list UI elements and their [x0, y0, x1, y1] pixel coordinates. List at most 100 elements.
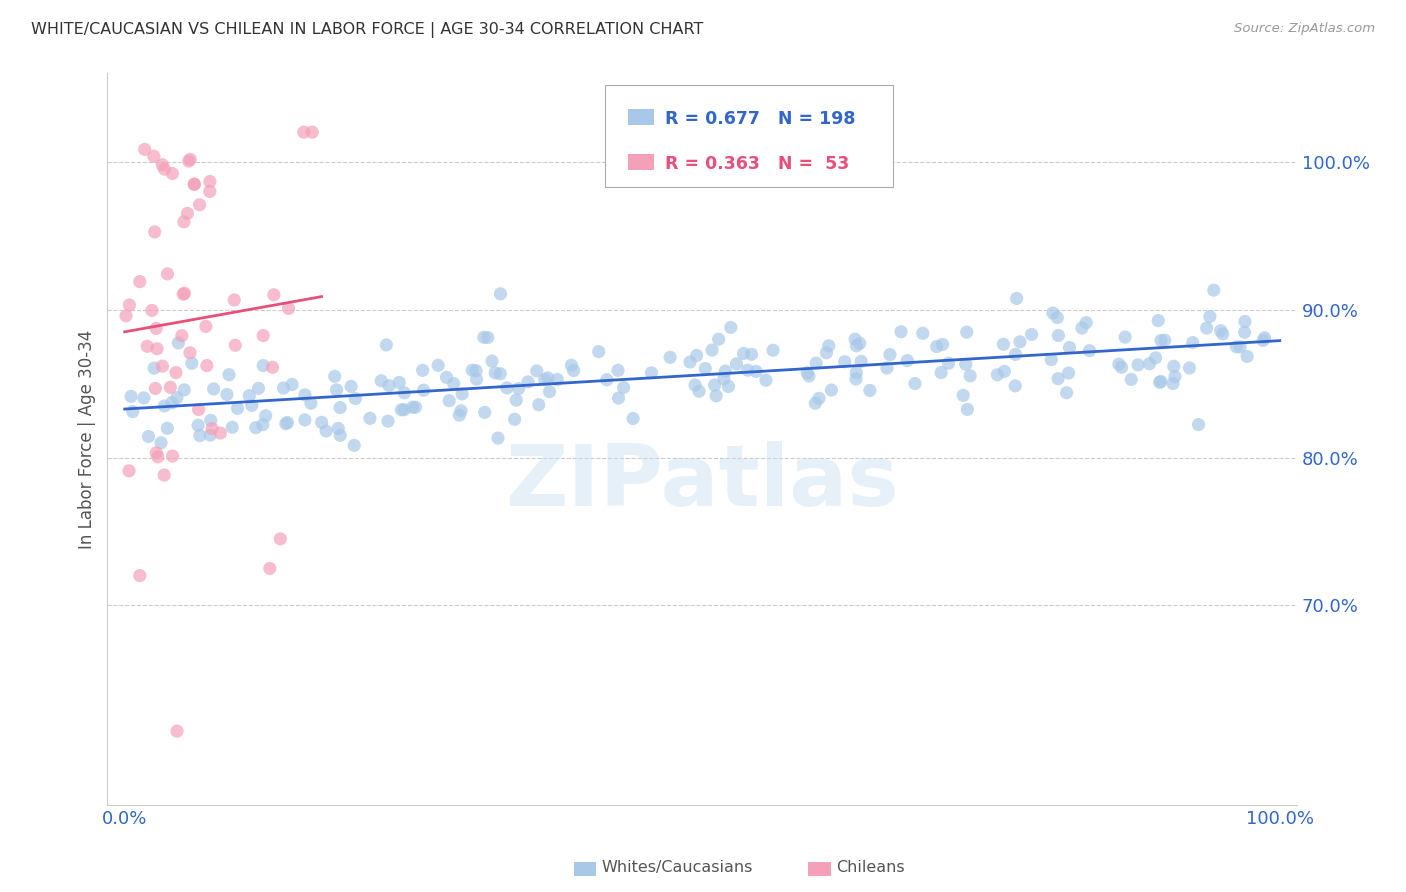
Point: [679, 355, 702, 369]
Point: [1047, 372, 1070, 386]
Point: [533, 373, 555, 387]
Point: [1149, 376, 1171, 390]
Point: [156, 267, 179, 281]
Point: [443, 376, 465, 391]
Point: [389, 402, 412, 417]
Point: [508, 382, 530, 396]
Point: [254, 409, 277, 423]
Point: [172, 287, 194, 301]
Point: [890, 325, 912, 339]
Point: [505, 393, 527, 408]
Point: [218, 368, 240, 382]
Point: [1078, 343, 1101, 358]
Point: [138, 429, 160, 443]
Point: [713, 372, 735, 386]
Point: [323, 369, 346, 384]
Point: [704, 389, 727, 403]
Text: WHITE/CAUCASIAN VS CHILEAN IN LABOR FORCE | AGE 30-34 CORRELATION CHART: WHITE/CAUCASIAN VS CHILEAN IN LABOR FORC…: [31, 22, 703, 38]
Point: [859, 384, 882, 398]
Point: [145, 321, 167, 335]
Point: [474, 405, 496, 419]
Point: [162, 167, 184, 181]
Point: [165, 366, 187, 380]
Point: [183, 177, 205, 191]
Point: [141, 303, 163, 318]
Point: [1008, 334, 1031, 349]
Point: [911, 326, 934, 341]
Point: [640, 366, 662, 380]
Point: [240, 398, 263, 412]
Point: [146, 450, 169, 464]
Point: [1178, 361, 1201, 376]
Point: [294, 388, 316, 402]
Point: [659, 351, 682, 365]
Point: [187, 402, 209, 417]
Point: [517, 375, 540, 389]
Point: [1150, 375, 1173, 389]
Point: [834, 355, 856, 369]
Point: [252, 328, 274, 343]
Point: [436, 370, 458, 384]
Point: [153, 399, 176, 413]
Point: [952, 388, 974, 402]
Point: [301, 125, 323, 139]
Point: [145, 446, 167, 460]
Point: [808, 392, 831, 406]
Point: [344, 392, 367, 406]
Point: [247, 381, 270, 395]
Point: [613, 380, 636, 394]
Point: [238, 389, 260, 403]
Point: [166, 724, 188, 739]
Point: [299, 396, 322, 410]
Point: [959, 368, 981, 383]
Point: [388, 376, 411, 390]
Point: [1144, 351, 1167, 365]
Point: [359, 411, 381, 425]
Point: [245, 420, 267, 434]
Point: [188, 428, 211, 442]
Point: [375, 338, 398, 352]
Point: [1236, 350, 1258, 364]
Point: [562, 363, 585, 377]
Point: [700, 343, 723, 357]
Point: [173, 215, 195, 229]
Point: [226, 401, 249, 416]
Point: [150, 158, 173, 172]
Point: [527, 398, 550, 412]
Point: [683, 378, 706, 392]
Point: [194, 319, 217, 334]
Point: [845, 372, 868, 386]
Point: [128, 568, 150, 582]
Point: [343, 438, 366, 452]
Point: [142, 149, 165, 163]
Point: [986, 368, 1008, 382]
Point: [1161, 376, 1184, 391]
Point: [725, 357, 748, 371]
Point: [904, 376, 927, 391]
Point: [956, 325, 979, 339]
Point: [120, 389, 142, 403]
Point: [170, 328, 193, 343]
Point: [281, 377, 304, 392]
Point: [931, 337, 953, 351]
Point: [269, 532, 291, 546]
Point: [401, 401, 423, 415]
Point: [134, 142, 156, 156]
Point: [167, 335, 190, 350]
Point: [489, 367, 512, 381]
Point: [437, 393, 460, 408]
Point: [815, 345, 838, 359]
Point: [714, 364, 737, 378]
Point: [156, 421, 179, 435]
Point: [1163, 359, 1185, 374]
Point: [449, 408, 471, 422]
Point: [177, 154, 200, 169]
Point: [183, 178, 205, 192]
Point: [150, 435, 173, 450]
Point: [143, 361, 166, 376]
Point: [1004, 347, 1026, 361]
Point: [796, 366, 818, 380]
Point: [489, 286, 512, 301]
Point: [128, 275, 150, 289]
Point: [707, 332, 730, 346]
